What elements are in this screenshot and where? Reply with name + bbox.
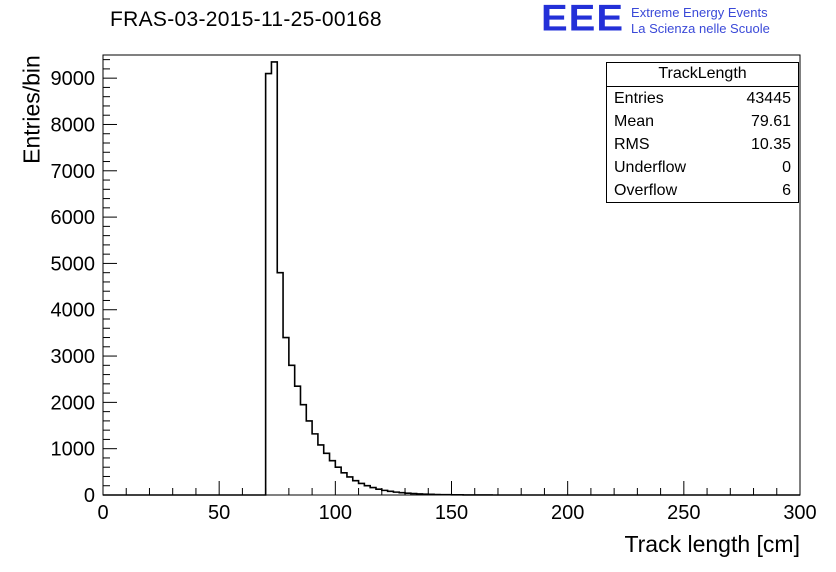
eee-logo-text: Extreme Energy Events La Scienza nelle S… [631,2,770,37]
svg-text:100: 100 [319,502,352,524]
stats-value: 6 [782,182,791,199]
stats-box: TrackLength Entries 43445 Mean 79.61 RMS… [606,62,799,203]
stats-value: 10.35 [750,136,791,153]
stats-box-title: TrackLength [607,63,798,87]
eee-logo-acronym: EEE [541,0,625,39]
svg-text:2000: 2000 [51,392,96,414]
stats-label: RMS [614,136,650,153]
x-axis-title: Track length [cm] [624,531,800,557]
svg-text:250: 250 [667,502,700,524]
svg-text:3000: 3000 [51,346,96,368]
eee-logo: EEE Extreme Energy Events La Scienza nel… [541,0,770,39]
eee-logo-line2: La Scienza nelle Scuole [631,21,770,36]
svg-text:1000: 1000 [51,439,96,461]
svg-text:0: 0 [97,502,108,524]
stats-row-entries: Entries 43445 [607,87,798,110]
svg-text:300: 300 [783,502,816,524]
y-axis-title: Entries/bin [18,55,45,164]
stats-row-overflow: Overflow 6 [607,179,798,202]
stats-label: Entries [614,90,664,107]
svg-text:4000: 4000 [51,300,96,322]
stats-row-mean: Mean 79.61 [607,110,798,133]
svg-text:200: 200 [551,502,584,524]
x-tick-labels: 0 50 100 150 200 250 300 [97,502,816,524]
y-tick-labels: 0 1000 2000 3000 4000 5000 6000 7000 8000 9000 [51,68,96,507]
stats-value: 0 [782,159,791,176]
stats-value: 43445 [746,90,792,107]
svg-text:7000: 7000 [51,161,96,183]
histogram-series [103,61,800,496]
stats-row-underflow: Underflow 0 [607,156,798,179]
plot-title: FRAS-03-2015-11-25-00168 [110,8,382,31]
svg-text:6000: 6000 [51,207,96,229]
stats-label: Underflow [614,159,687,176]
stats-row-rms: RMS 10.35 [607,133,798,156]
svg-text:9000: 9000 [51,68,96,90]
svg-text:5000: 5000 [51,253,96,275]
svg-text:8000: 8000 [51,114,96,136]
axis-ticks [102,59,801,496]
stats-value: 79.61 [750,113,791,130]
svg-text:150: 150 [435,502,468,524]
svg-text:50: 50 [208,502,230,524]
stats-label: Mean [614,113,655,130]
eee-logo-line1: Extreme Energy Events [631,5,768,20]
svg-text:0: 0 [84,485,95,507]
stats-label: Overflow [614,182,678,199]
